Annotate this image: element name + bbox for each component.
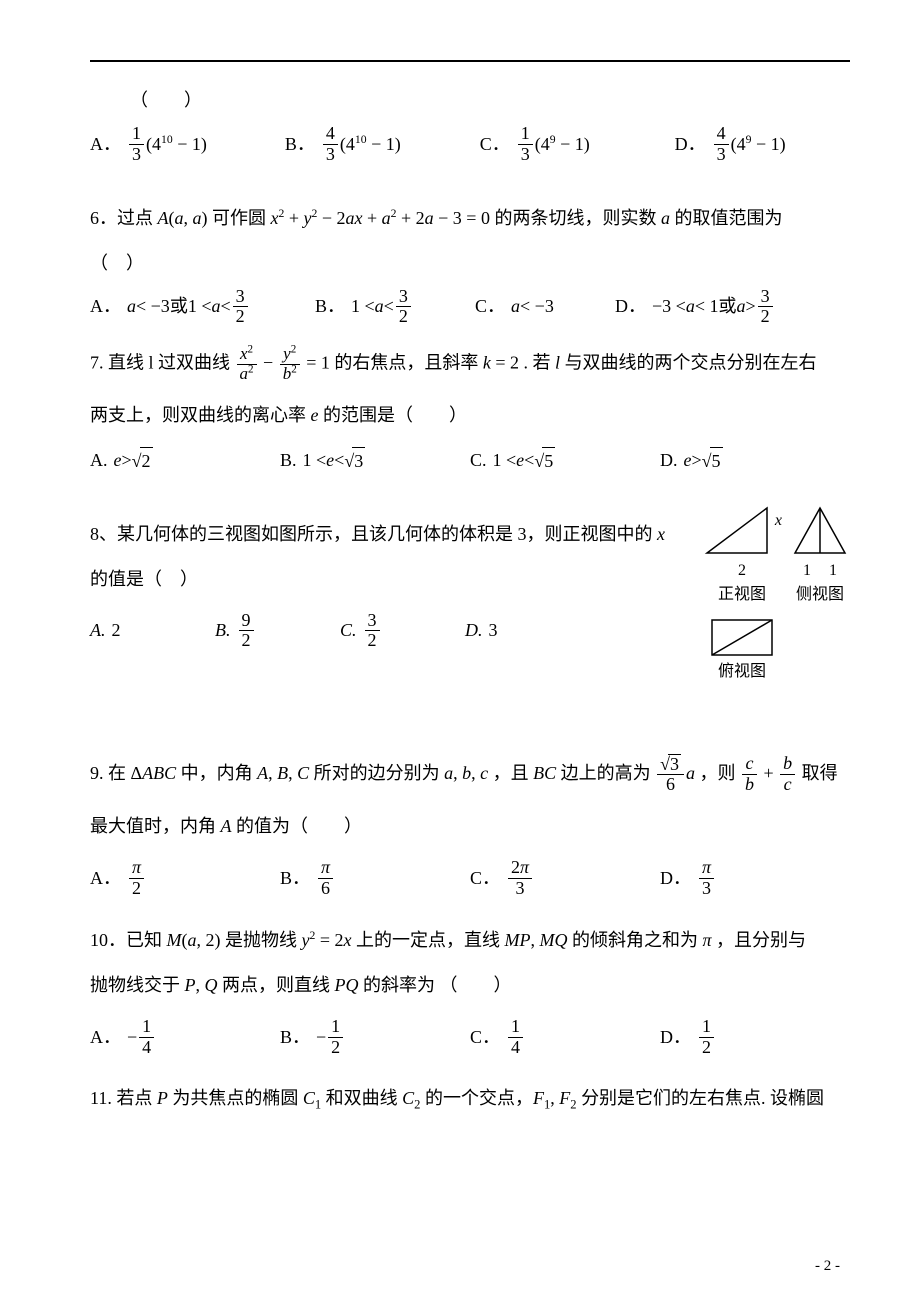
q8-stem2: 的值是（ ） (90, 566, 694, 593)
q8-optD: 3 (489, 617, 498, 644)
q10-optA-label: A． (90, 1024, 121, 1051)
q7-optD-label: D. (660, 447, 678, 474)
q9-options: A．π2 B．π6 C．2π3 D．π3 (90, 858, 850, 899)
q10-optC-label: C． (470, 1024, 500, 1051)
q6-paren: （ ） (90, 250, 850, 277)
q6-stem-mid: 可作圆 (212, 208, 271, 228)
side-view-figure: 1 1 侧视图 (790, 503, 850, 607)
q8-optC-label: C. (340, 617, 357, 644)
q7-options: A. e > 2 B. 1 < e < 3 C. 1 < e < 5 D. e … (90, 447, 850, 475)
top-view-svg (707, 615, 777, 660)
q8-optA-label: A. (90, 617, 106, 644)
q6-options: A． a < −3 或 1 < a < 32 B． 1 < a < 32 C． … (90, 287, 850, 328)
q6-optB-label: B． (315, 293, 345, 320)
label-2: 2 (738, 559, 746, 583)
q5-optD-label: D． (675, 131, 706, 158)
q8-optB-label: B. (215, 617, 231, 644)
q9-optA-label: A． (90, 865, 121, 892)
q10-options: A．−14 B．−12 C．14 D．12 (90, 1017, 850, 1058)
q6-optA-label: A． (90, 293, 121, 320)
q7-optA-label: A. (90, 447, 108, 474)
page: （ ） A． 13 (410 − 1) B． 43 (410 − 1) C． 1… (0, 0, 920, 1302)
q7-optC-label: C. (470, 447, 487, 474)
q10-stem1: 10．已知 M(a, 2) 是抛物线 y2 = 2x 上的一定点，直线 MP, … (90, 927, 850, 954)
front-view-svg (702, 503, 772, 558)
q5-options: A． 13 (410 − 1) B． 43 (410 − 1) C． 13 (4… (90, 124, 850, 165)
q7-stem2: 两支上，则双曲线的离心率 e 的范围是（ ） (90, 402, 850, 429)
q7-stem1: 7. 直线 l 过双曲线 x2a2 − y2b2 = 1 的右焦点，且斜率 k … (90, 345, 850, 383)
q10-optB-label: B． (280, 1024, 310, 1051)
q7-optB-label: B. (280, 447, 297, 474)
top-rule (90, 60, 850, 62)
q6-optD-label: D． (615, 293, 646, 320)
q9-optC-label: C． (470, 865, 500, 892)
caption-side: 侧视图 (796, 583, 844, 607)
q6-stem: 6．过点 A(a, a) 可作圆 x2 + y2 − 2ax + a2 + 2a… (90, 205, 850, 232)
q9-optD-label: D． (660, 865, 691, 892)
side-view-svg (790, 503, 850, 558)
q10-stem2: 抛物线交于 P, Q 两点，则直线 PQ 的斜率为 （ ） (90, 972, 850, 999)
q10-optD-label: D． (660, 1024, 691, 1051)
q6-optC-label: C． (475, 293, 505, 320)
q8: 8、某几何体的三视图如图所示，且该几何体的体积是 3，则正视图中的 x 的值是（… (90, 503, 850, 684)
front-view-figure: x 2 正视图 俯视图 (702, 503, 782, 684)
q5-optB-label: B． (285, 131, 315, 158)
q11-stem: 11. 若点 P 为共焦点的椭圆 C1 和双曲线 C2 的一个交点，F1, F2… (90, 1085, 850, 1112)
label-x: x (775, 509, 782, 533)
q8-options: A. 2 B. 92 C. 32 D. 3 (90, 611, 590, 652)
caption-front: 正视图 (718, 583, 766, 607)
q8-stem1: 8、某几何体的三视图如图所示，且该几何体的体积是 3，则正视图中的 x (90, 521, 694, 548)
q8-optD-label: D. (465, 617, 483, 644)
label-1b: 1 (829, 559, 837, 583)
q9-stem2: 最大值时，内角 A 的值为（ ） (90, 813, 850, 840)
q6-stem-pre: 6．过点 (90, 208, 158, 228)
q5-optC-label: C． (480, 131, 510, 158)
q5-paren: （ ） (130, 87, 850, 114)
q9-optB-label: B． (280, 865, 310, 892)
caption-top: 俯视图 (718, 660, 766, 684)
q9-stem1: 9. 在 ΔABC 中，内角 A, B, C 所对的边分别为 a, b, c ，… (90, 754, 850, 796)
label-1a: 1 (803, 559, 811, 583)
page-number: - 2 - (815, 1255, 840, 1278)
q8-optA: 2 (112, 617, 121, 644)
q5-optA-label: A． (90, 131, 121, 158)
q7-stem-pre: 7. 直线 l 过双曲线 (90, 353, 235, 373)
